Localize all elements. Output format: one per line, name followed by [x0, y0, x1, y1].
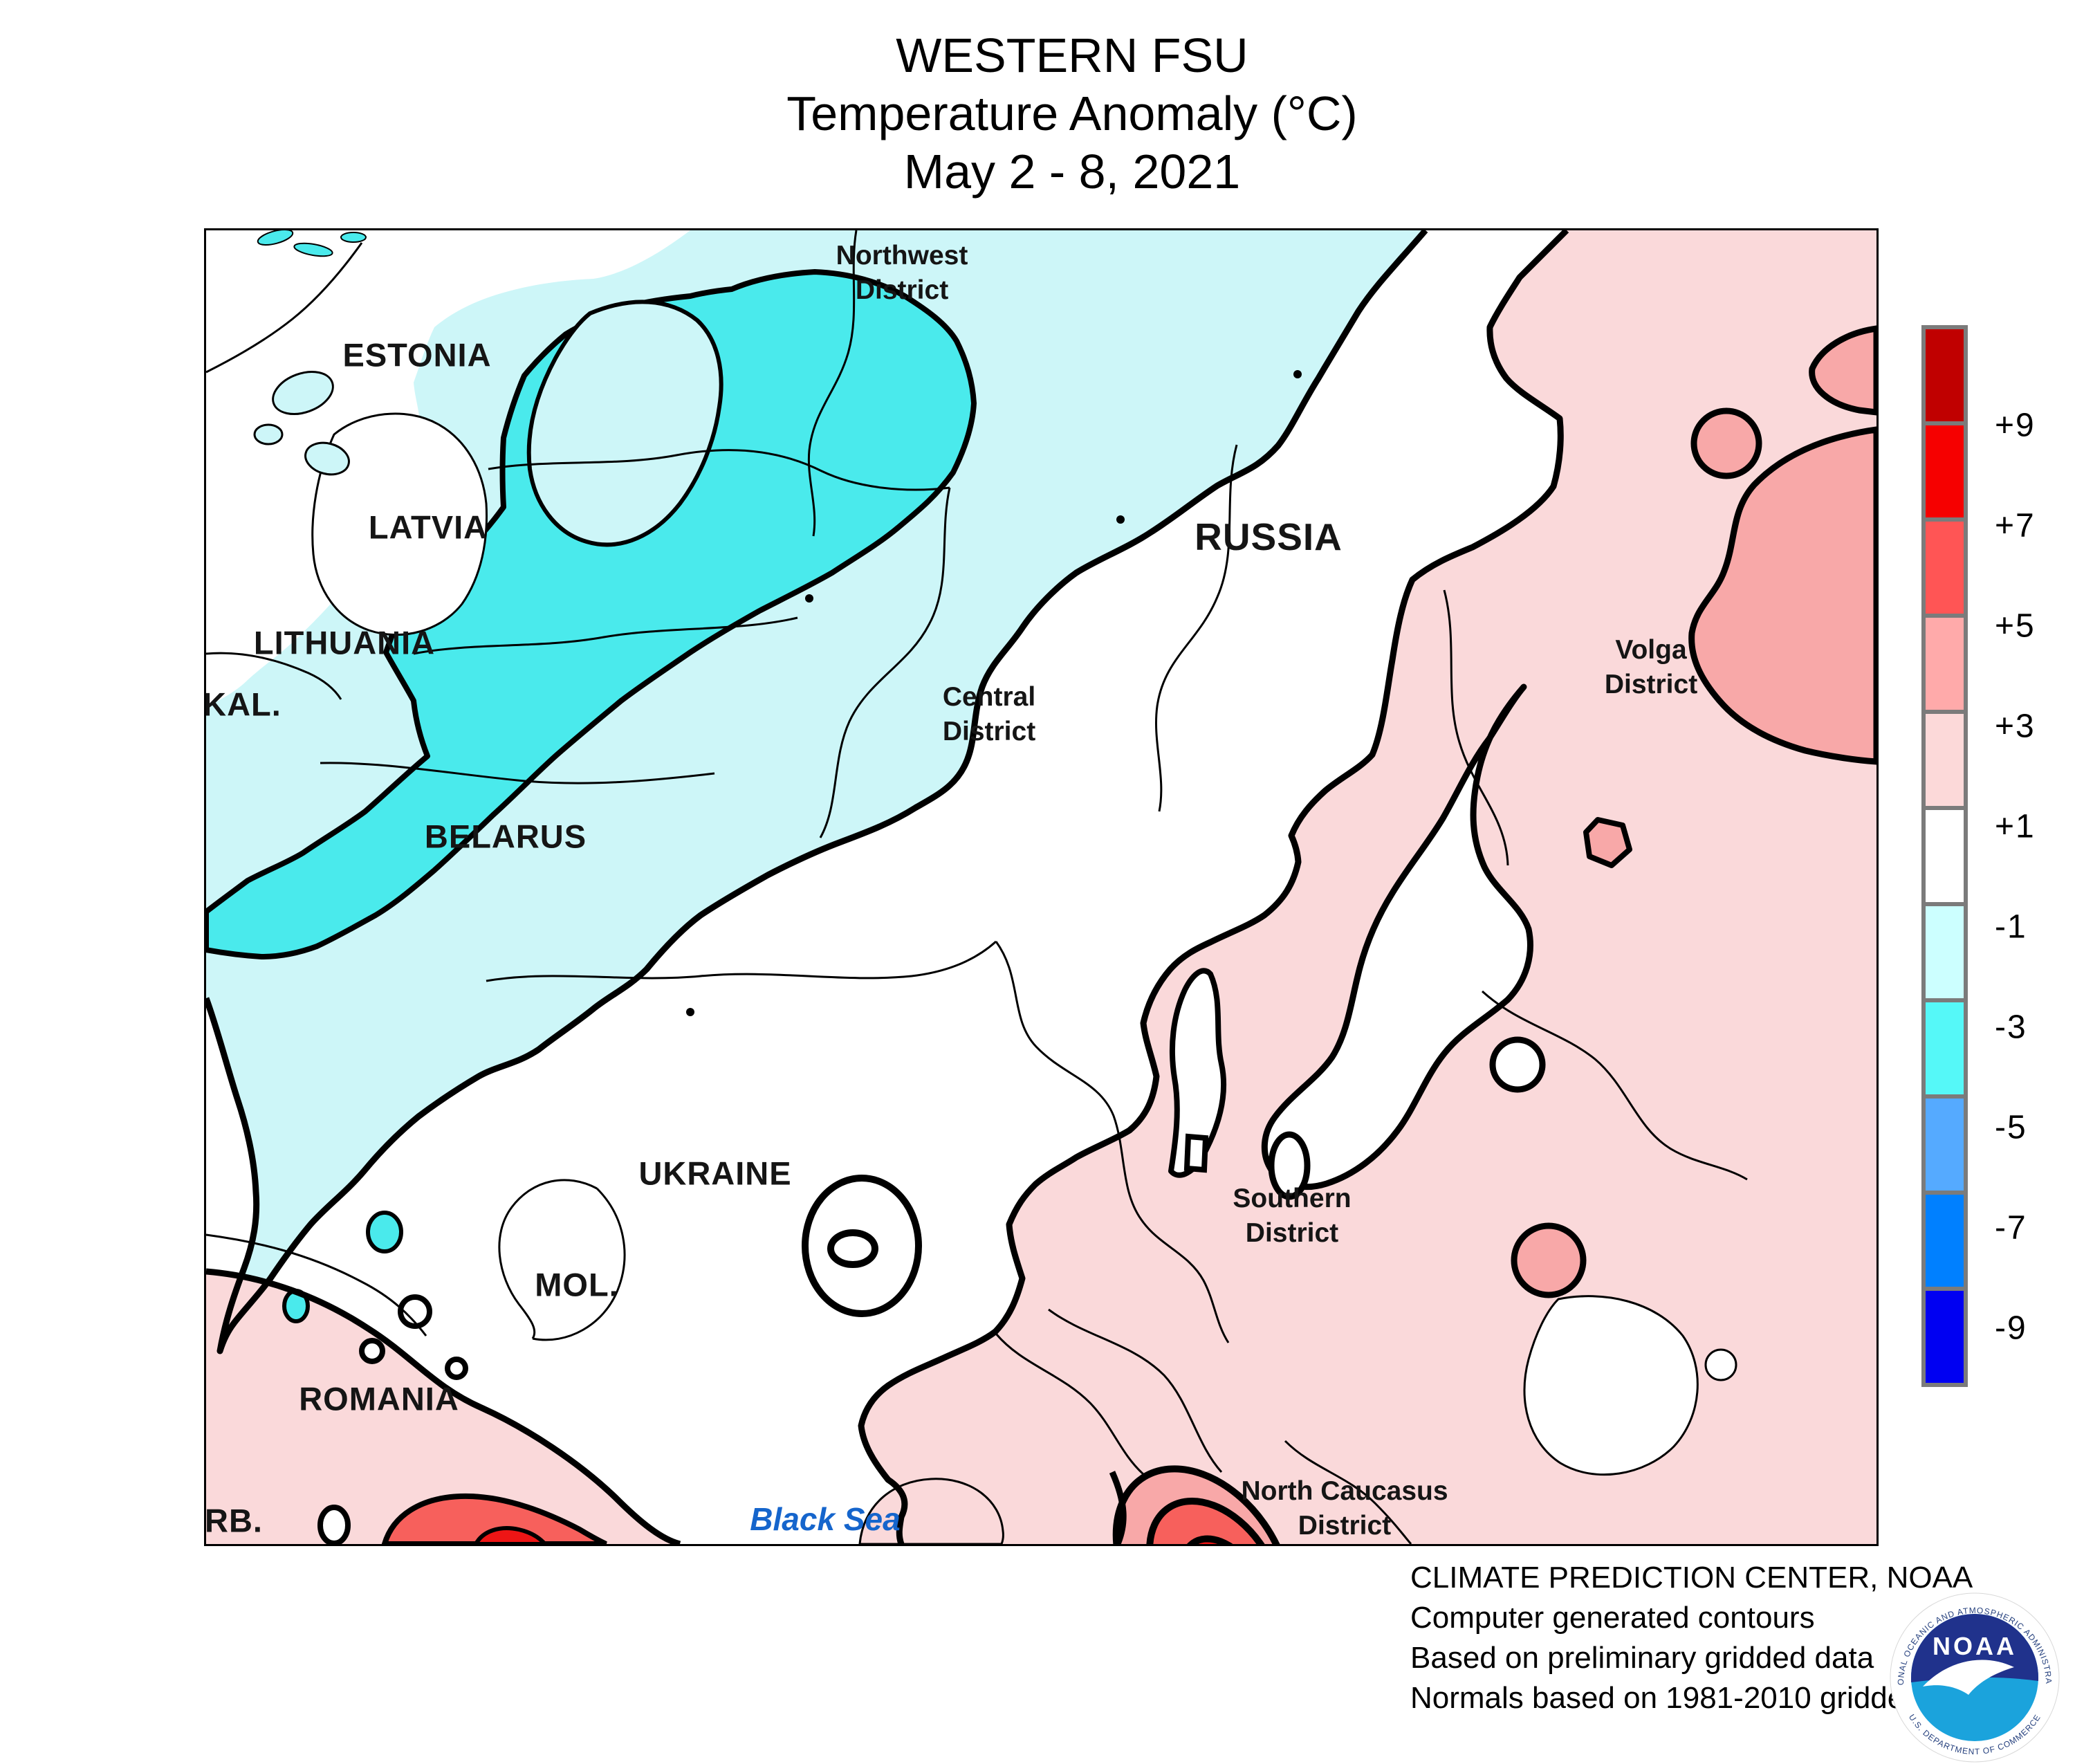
noaa-logo: NOAA NATIONAL OCEANIC AND ATMOSPHERIC AD… — [1888, 1591, 2060, 1763]
map-title-block: WESTERN FSU Temperature Anomaly (°C) May… — [0, 26, 2075, 201]
label-belarus: BELARUS — [424, 818, 587, 855]
closed-contour-loop — [445, 1357, 468, 1380]
credits-data: Based on preliminary gridded data — [1410, 1641, 1874, 1675]
island — [253, 423, 284, 445]
closed-contour-loop — [398, 1294, 432, 1329]
contour-plus1 — [858, 230, 1569, 1544]
scale-swatch — [1921, 1191, 1968, 1291]
lake-dot — [686, 1008, 694, 1016]
romania-salmon-strip — [381, 1493, 607, 1544]
cool-patch — [366, 1211, 403, 1253]
scale-tick: -1 — [1995, 908, 2027, 946]
scale-tick: -3 — [1995, 1009, 2027, 1046]
scale-swatch — [1921, 517, 1968, 618]
scale-swatch — [1921, 998, 1968, 1099]
label-serbia: RB. — [205, 1502, 263, 1539]
label-southern-district: Southern District — [1233, 1184, 1352, 1248]
lake-dot — [805, 594, 813, 603]
near-normal-enclave — [1183, 1133, 1209, 1173]
lake-dot — [1293, 370, 1302, 378]
near-normal-oval — [317, 1505, 351, 1544]
cool-anomaly-region-medium — [206, 269, 977, 959]
warm-blob-plus3-small — [1583, 817, 1632, 868]
scale-swatch — [1921, 902, 1968, 1002]
scale-swatch — [1921, 421, 1968, 522]
label-ukraine: UKRAINE — [638, 1155, 792, 1192]
romania-red-core — [473, 1526, 548, 1544]
west-estonia-light-patch — [526, 300, 723, 547]
label-russia: RUSSIA — [1195, 515, 1343, 558]
contour-arc — [1109, 1471, 1127, 1544]
warm-blob-plus3 — [1690, 407, 1762, 479]
scale-tick: +9 — [1995, 407, 2036, 444]
island — [304, 441, 350, 476]
caspian-lowland-white — [1523, 1295, 1699, 1476]
warm-blob-plus3 — [1511, 1222, 1587, 1298]
gulf-of-riga — [311, 412, 488, 636]
island — [257, 230, 294, 246]
scale-swatch — [1921, 325, 1968, 425]
near-normal-enclave — [1268, 1131, 1311, 1200]
label-north-caucasus-district: North Caucasus District — [1241, 1476, 1448, 1541]
title-region: WESTERN FSU — [896, 28, 1248, 82]
logo-acronym: NOAA — [1933, 1632, 2017, 1660]
label-northwest-district: Northwest District — [836, 241, 968, 305]
political-borders — [206, 230, 1748, 1544]
island — [293, 242, 333, 257]
near-normal-spot — [1704, 1348, 1737, 1381]
scale-tick: -7 — [1995, 1209, 2027, 1247]
label-volga-district: Volga District — [1604, 635, 1698, 699]
title-variable: Temperature Anomaly (°C) — [786, 86, 1358, 140]
closed-contour-loop — [827, 1229, 878, 1268]
scale-swatch — [1921, 806, 1968, 906]
anomaly-map: ESTONIA LATVIA LITHUANIA KAL. BELARUS RU… — [204, 228, 1879, 1546]
label-estonia: ESTONIA — [342, 336, 492, 374]
lake-dot — [1116, 515, 1125, 524]
scale-tick: +5 — [1995, 607, 2036, 645]
scale-swatch — [1921, 710, 1968, 810]
scale-swatch — [1921, 614, 1968, 714]
label-moldova: MOL. — [535, 1266, 619, 1303]
scale-tick: +3 — [1995, 708, 2036, 745]
label-central-district: Central District — [942, 682, 1036, 746]
label-lithuania: LITHUANIA — [253, 624, 436, 661]
scale-swatch — [1921, 1094, 1968, 1195]
title-date-range: May 2 - 8, 2021 — [903, 145, 1241, 199]
label-romania: ROMANIA — [299, 1380, 459, 1417]
north-caucasus-bullseye — [1112, 1465, 1293, 1544]
near-normal-channel — [1168, 968, 1227, 1178]
anomaly-color-scale — [1921, 325, 1968, 1387]
label-kaliningrad: KAL. — [204, 686, 282, 723]
crimea — [858, 1478, 1004, 1544]
closed-contour-loop — [359, 1338, 385, 1364]
closed-contour-loop — [802, 1175, 922, 1317]
island — [340, 232, 367, 243]
warm-blob-plus3 — [1688, 426, 1876, 765]
near-normal-enclave — [1489, 1036, 1546, 1093]
scale-tick: -9 — [1995, 1310, 2027, 1347]
credits-source: CLIMATE PREDICTION CENTER, NOAA — [1410, 1561, 1973, 1595]
label-latvia: LATVIA — [368, 508, 488, 546]
scale-swatch — [1921, 1287, 1968, 1387]
warm-anomaly-region-light — [861, 230, 1876, 1544]
seagull-icon — [1923, 1660, 2014, 1695]
island — [272, 371, 334, 415]
map-canvas — [206, 230, 1876, 1544]
scale-tick: +1 — [1995, 808, 2036, 845]
credits-method: Computer generated contours — [1410, 1601, 1815, 1635]
label-black-sea: Black Sea — [750, 1501, 901, 1537]
contour-plus1-romania — [206, 1268, 681, 1544]
scale-tick: -5 — [1995, 1109, 2027, 1146]
warm-blob-plus3 — [1809, 325, 1876, 416]
romania-warm-region — [206, 1271, 680, 1544]
scale-tick: +7 — [1995, 507, 2036, 544]
contour-minus1 — [206, 230, 1428, 1354]
